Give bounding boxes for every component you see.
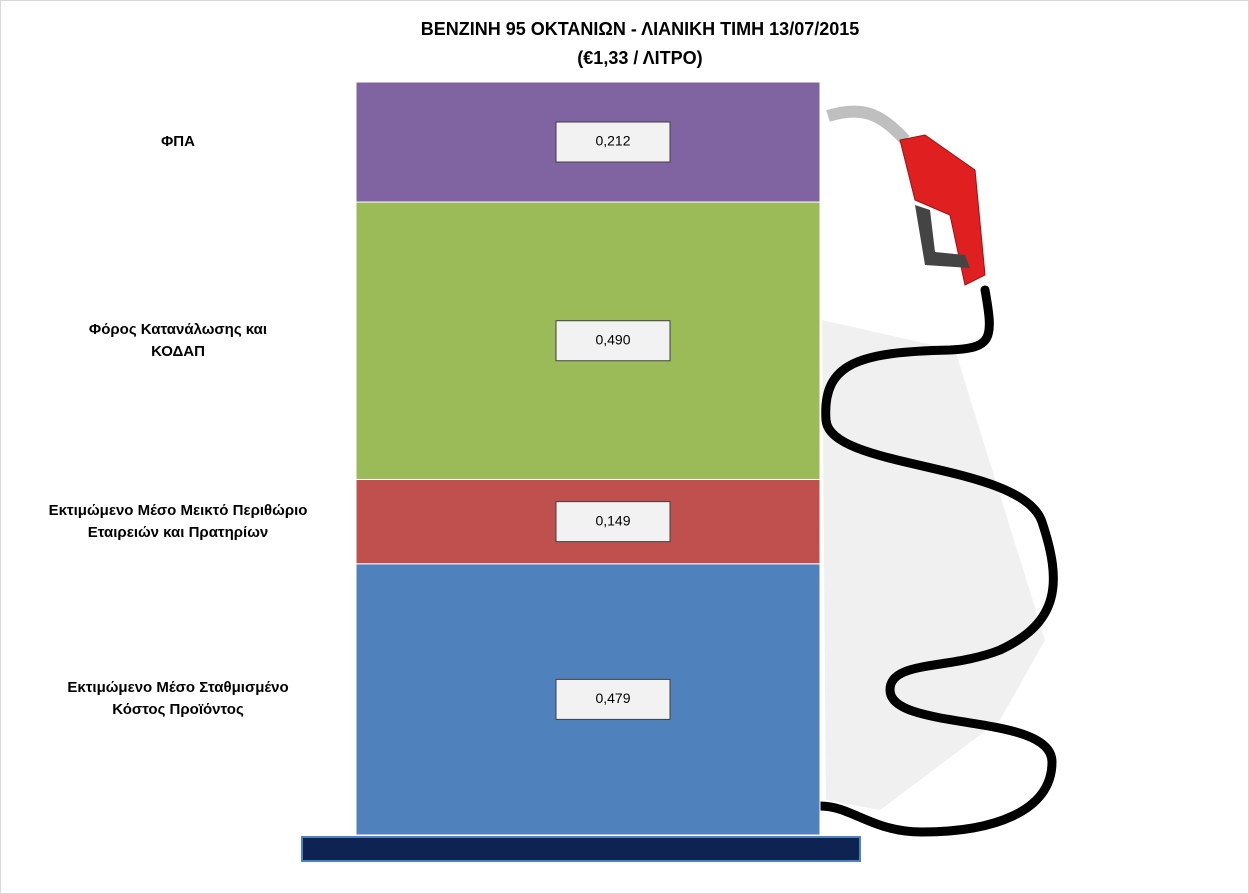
- value-box: [555, 320, 671, 362]
- nozzle-handle: [899, 134, 986, 286]
- segment-label: Φόρος Κατανάλωσης και ΚΟΔΑΠ: [88, 320, 268, 360]
- chart-title: ΒΕΝΖΙΝΗ 95 ΟΚΤΑΝΙΩΝ - ΛΙΑΝΙΚΗ ΤΙΜΗ 13/07…: [421, 19, 860, 39]
- segment-label: ΦΠΑ: [161, 133, 195, 150]
- hose: [815, 285, 1058, 837]
- value-box: [555, 501, 671, 543]
- value-label: 0,212: [595, 133, 630, 149]
- value-box: [555, 678, 671, 720]
- value-label: 0,479: [595, 690, 630, 706]
- hose-shadow: [822, 320, 1045, 810]
- nozzle-trigger: [915, 205, 970, 268]
- segment-label: Εκτιμώμενο Μέσο Σταθμισμένο Κόστος Προϊό…: [67, 679, 289, 719]
- value-box: [555, 121, 671, 163]
- chart-subtitle: (€1,33 / ΛΙΤΡΟ): [577, 48, 702, 68]
- segment-label: Εκτιμώμενο Μέσο Μεικτό Περιθώριο Εταιρει…: [48, 501, 308, 541]
- value-label: 0,149: [595, 512, 630, 528]
- nozzle-spout: [826, 105, 910, 145]
- base: [301, 836, 861, 862]
- value-label: 0,490: [595, 331, 630, 347]
